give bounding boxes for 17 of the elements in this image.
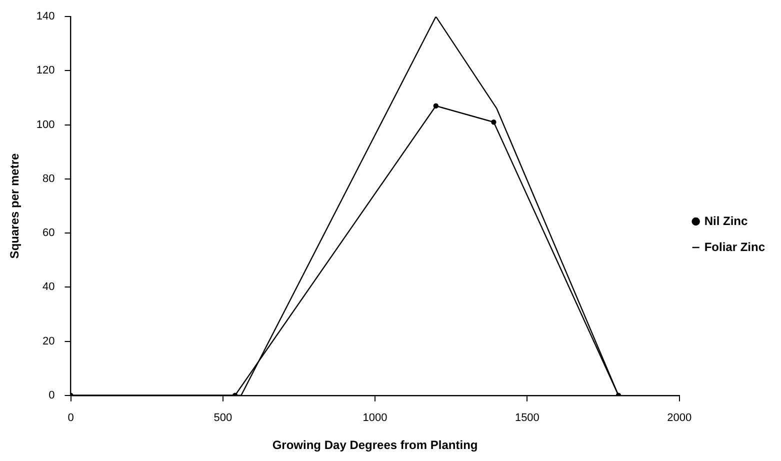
y-tick-label: 60	[42, 227, 55, 240]
y-tick-label: 100	[36, 118, 55, 131]
x-tick-label: 0	[68, 412, 74, 424]
x-axis-title: Growing Day Degrees from Planting	[272, 438, 478, 452]
x-tick-label: 1000	[362, 412, 388, 424]
x-tick-label: 2000	[667, 412, 692, 424]
y-tick-label: 20	[42, 335, 55, 348]
y-axis-title: Squares per metre	[8, 152, 22, 259]
y-tick-label: 0	[48, 389, 55, 402]
x-tick-label: 500	[214, 412, 232, 424]
x-tick-label: 1500	[514, 412, 540, 424]
y-tick-label: 40	[42, 281, 55, 294]
y-tick-label: 140	[36, 10, 55, 23]
legend-label: Foliar Zinc	[704, 240, 766, 254]
y-tick-label: 80	[42, 172, 55, 185]
legend-label: Nil Zinc	[704, 214, 748, 228]
y-tick-label: 120	[36, 64, 55, 77]
